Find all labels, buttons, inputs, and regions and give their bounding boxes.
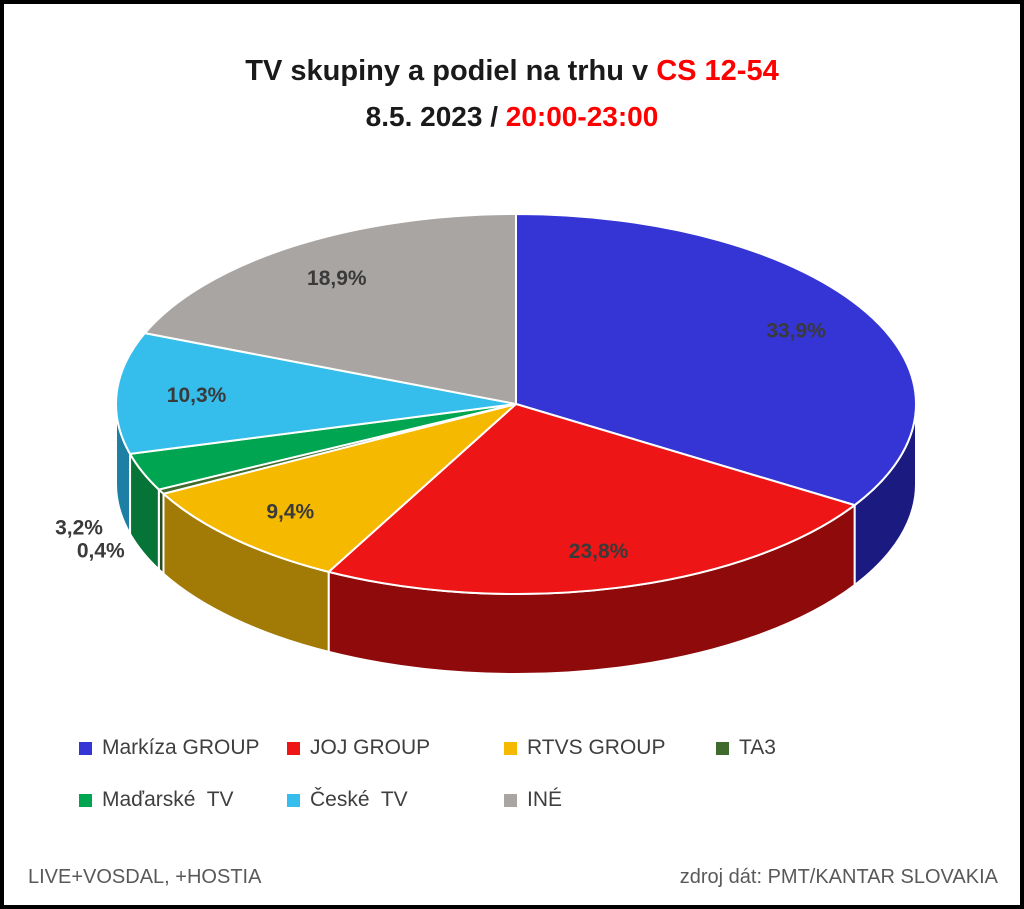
pie-value-label: 33,9% bbox=[766, 319, 826, 342]
legend-item: INÉ bbox=[504, 786, 562, 814]
chart-title-black: TV skupiny a podiel na trhu v bbox=[245, 55, 657, 87]
chart-title-red: CS 12-54 bbox=[656, 55, 779, 87]
legend-label: Markíza GROUP bbox=[102, 736, 260, 759]
legend-swatch bbox=[79, 741, 92, 755]
pie-slice-3 bbox=[162, 403, 517, 573]
pie-slice-6 bbox=[115, 332, 517, 455]
footer-note: LIVE+VOSDAL, +HOSTIA bbox=[28, 866, 262, 888]
chart-subtitle: 8.5. 2023 / 20:00-23:00 bbox=[4, 94, 1020, 140]
chart-legend: Markíza GROUP JOJ GROUP RTVS GROUP TA3 Maďar… bbox=[4, 734, 1020, 844]
pie-value-label: 3,2% bbox=[55, 517, 103, 540]
chart-title: TV skupiny a podiel na trhu v CS 12-54 bbox=[4, 48, 1020, 94]
pie-slice-1 bbox=[515, 213, 917, 507]
legend-swatch bbox=[504, 741, 517, 755]
legend-item: TA3 bbox=[716, 734, 776, 762]
chart-subtitle-red: 20:00-23:00 bbox=[505, 101, 659, 132]
legend-label: RTVS GROUP bbox=[527, 736, 666, 759]
legend-swatch bbox=[716, 741, 729, 755]
pie-value-label: 23,8% bbox=[569, 540, 629, 563]
legend-swatch bbox=[287, 793, 300, 807]
legend-swatch bbox=[287, 741, 300, 755]
pie-slice-7 bbox=[143, 213, 517, 405]
legend-label: TA3 bbox=[739, 736, 776, 759]
chart-title-block: TV skupiny a podiel na trhu v CS 12-54 8… bbox=[4, 48, 1020, 140]
legend-item: Maďarské TV bbox=[79, 786, 234, 814]
pie-value-label: 18,9% bbox=[307, 267, 367, 290]
legend-swatch bbox=[504, 793, 517, 807]
legend-item: RTVS GROUP bbox=[504, 734, 665, 762]
legend-label: INÉ bbox=[527, 788, 563, 811]
pie-value-label: 9,4% bbox=[266, 501, 314, 524]
pie-chart: 33,9% 23,8% 9,4% 0,4%3,2% 10,3% 18,9% bbox=[55, 213, 917, 675]
pie-value-label: 0,4% bbox=[77, 540, 125, 563]
legend-item: JOJ GROUP bbox=[287, 734, 430, 762]
pie-value-label: 10,3% bbox=[167, 384, 227, 407]
chart-subtitle-black: 8.5. 2023 / bbox=[365, 101, 506, 132]
legend-label: JOJ GROUP bbox=[310, 736, 431, 759]
data-source-note: zdroj dát: PMT/KANTAR SLOVAKIA bbox=[679, 866, 998, 888]
legend-item: České TV bbox=[287, 786, 408, 814]
legend-label: České TV bbox=[310, 788, 408, 811]
legend-swatch bbox=[79, 793, 92, 807]
legend-label: Maďarské TV bbox=[102, 788, 234, 811]
legend-item: Markíza GROUP bbox=[79, 734, 260, 762]
pie-slice-2 bbox=[327, 403, 856, 595]
